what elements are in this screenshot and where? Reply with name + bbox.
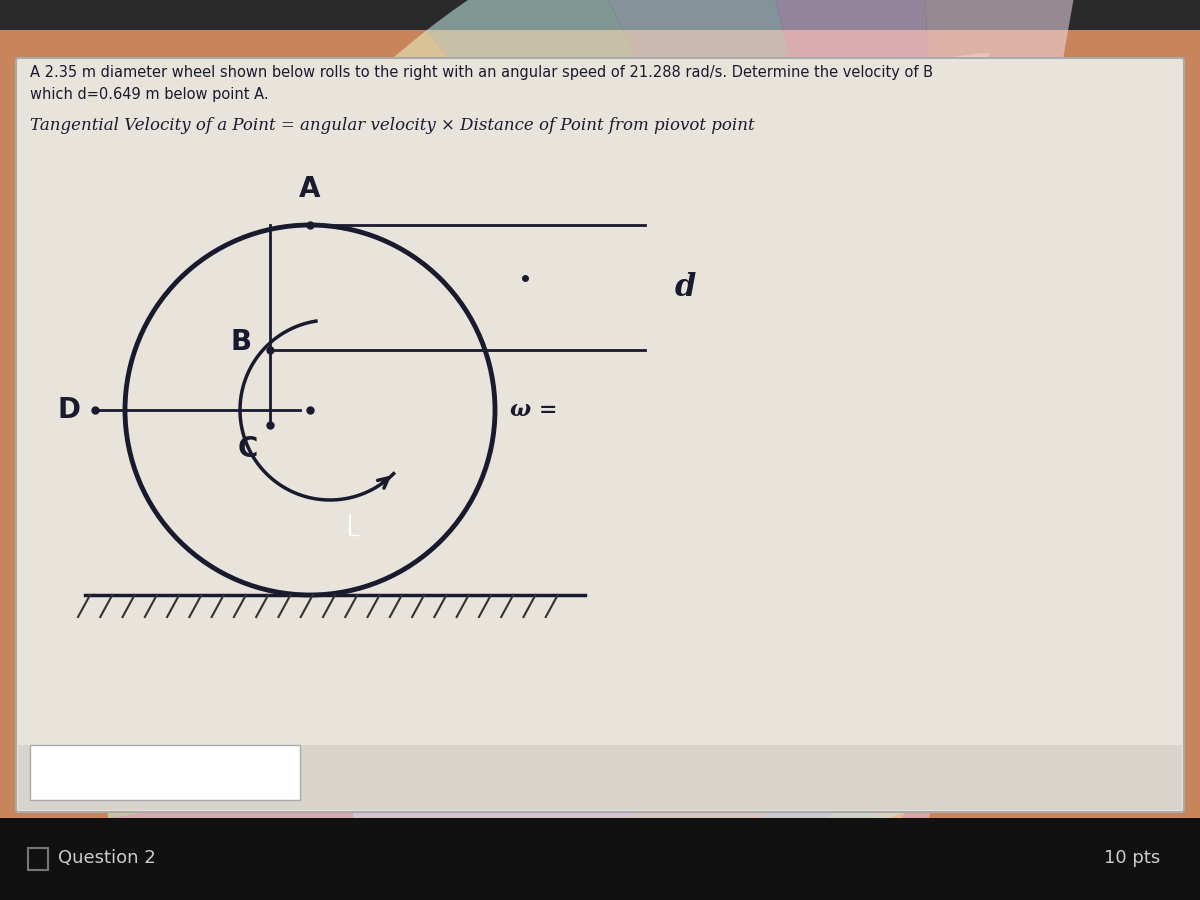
Wedge shape	[475, 700, 950, 900]
Wedge shape	[100, 641, 950, 818]
Bar	[18, 745, 1182, 810]
Text: A: A	[299, 175, 320, 203]
Wedge shape	[338, 700, 950, 900]
Wedge shape	[590, 105, 1050, 750]
Text: C: C	[238, 435, 258, 463]
Bar	[28, 848, 48, 870]
Wedge shape	[920, 0, 1098, 700]
Bar	[0, 30, 1200, 820]
FancyBboxPatch shape	[16, 58, 1184, 812]
Wedge shape	[151, 700, 950, 900]
Wedge shape	[450, 221, 1050, 750]
Wedge shape	[350, 592, 1050, 811]
Text: Question 2: Question 2	[58, 849, 156, 867]
Bar	[0, 818, 1200, 900]
Text: B: B	[230, 328, 252, 356]
Bar	[0, 0, 1200, 30]
Wedge shape	[102, 465, 950, 700]
Text: ω =: ω =	[510, 399, 558, 421]
Text: A 2.35 m diameter wheel shown below rolls to the right with an angular speed of : A 2.35 m diameter wheel shown below roll…	[30, 65, 934, 79]
Wedge shape	[108, 700, 950, 900]
Wedge shape	[353, 750, 1050, 900]
Wedge shape	[299, 31, 950, 700]
Bar	[30, 745, 300, 800]
Wedge shape	[368, 390, 1050, 750]
Wedge shape	[229, 700, 950, 900]
Wedge shape	[133, 301, 950, 700]
Wedge shape	[776, 53, 1050, 750]
Text: 10 pts: 10 pts	[1104, 849, 1160, 867]
Text: which d=0.649 m below point A.: which d=0.649 m below point A.	[30, 87, 269, 103]
Text: Tangential Velocity of a Point = angular velocity × Distance of Point from piovo: Tangential Velocity of a Point = angular…	[30, 116, 755, 133]
Wedge shape	[744, 0, 950, 700]
Wedge shape	[199, 154, 950, 700]
Wedge shape	[631, 700, 950, 900]
Text: d: d	[674, 272, 696, 303]
Wedge shape	[427, 0, 950, 700]
Wedge shape	[577, 0, 950, 700]
Text: D: D	[58, 396, 80, 424]
